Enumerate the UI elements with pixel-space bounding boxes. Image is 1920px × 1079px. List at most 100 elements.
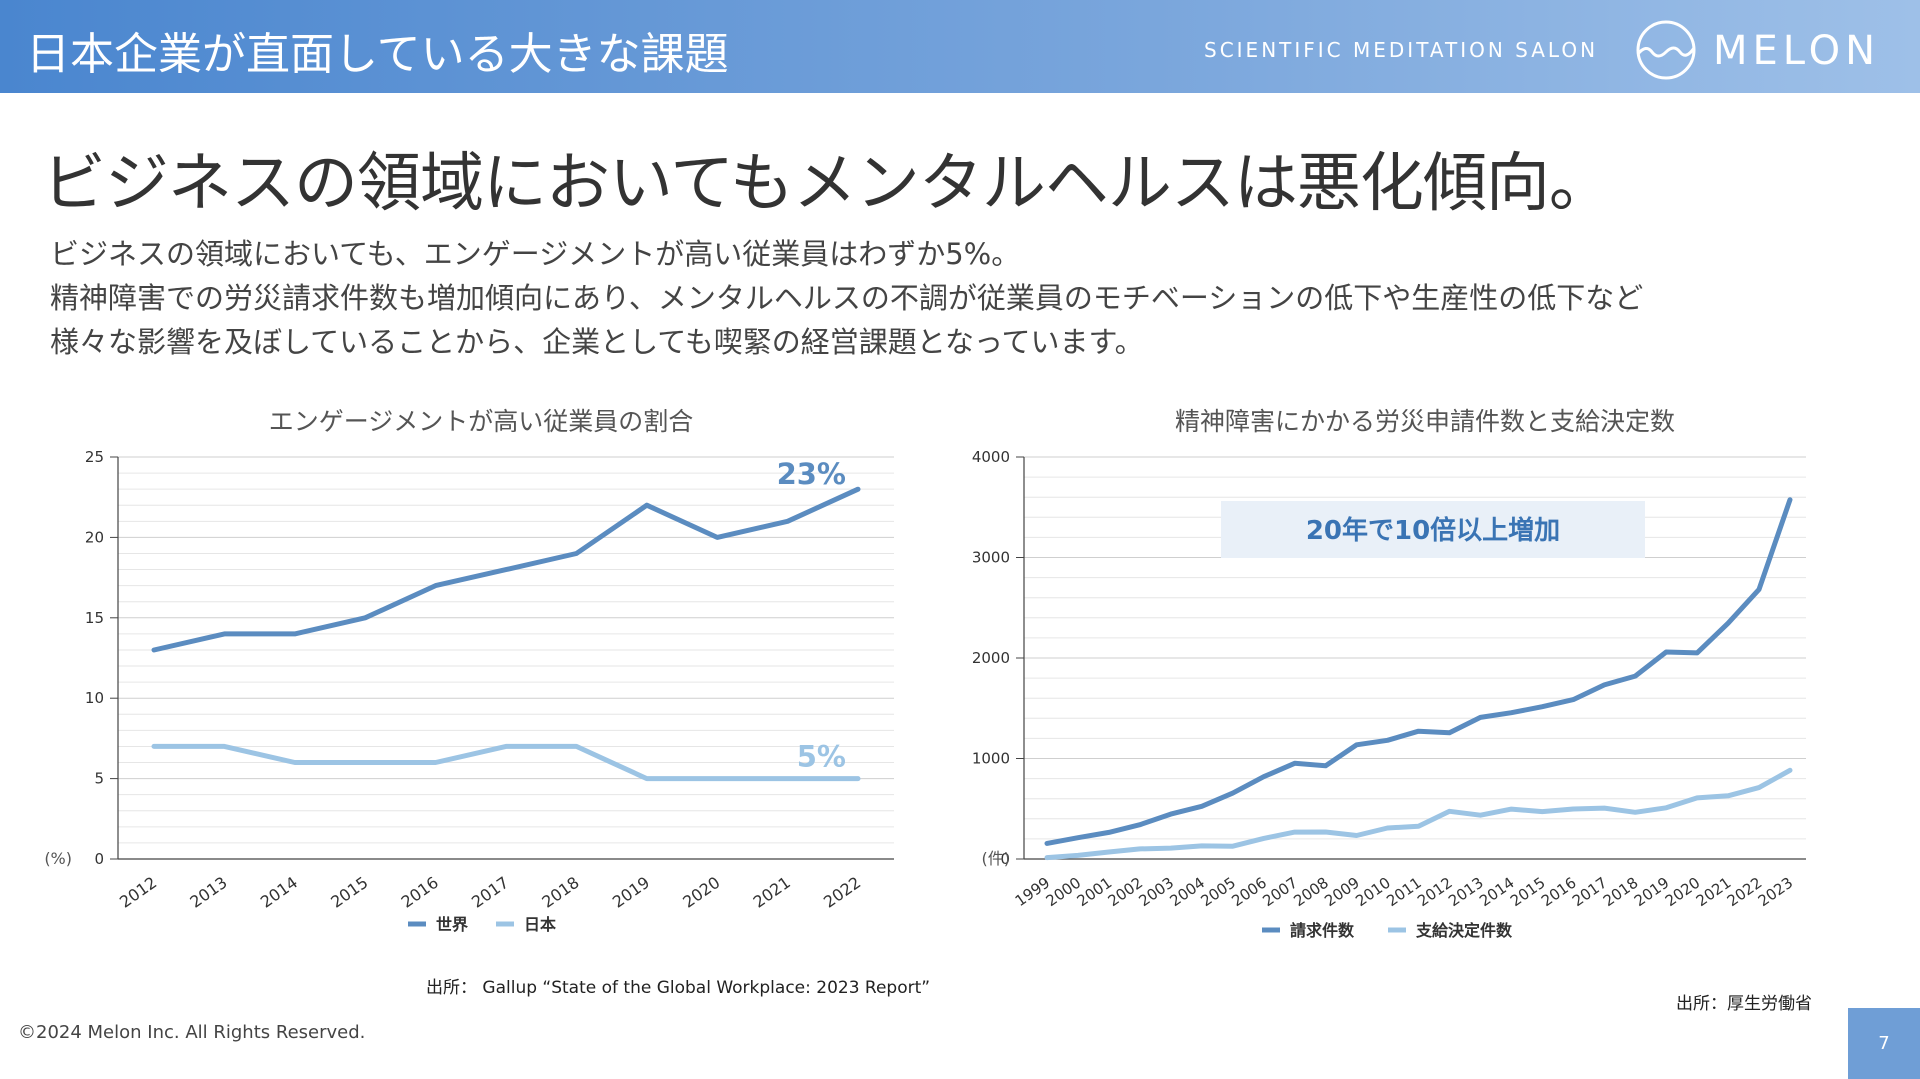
y-tick-label: 15 (85, 609, 104, 627)
x-tick-label: 2016 (398, 873, 442, 912)
y-axis-unit-label: (件) (982, 849, 1011, 868)
x-tick-label: 2020 (679, 873, 723, 912)
data-point (1200, 804, 1204, 808)
data-point (1726, 621, 1730, 625)
data-point (1447, 731, 1451, 735)
data-point (1045, 856, 1049, 860)
data-point (1231, 844, 1235, 848)
y-tick-label: 1000 (972, 750, 1010, 768)
data-point (1386, 738, 1390, 742)
data-point (1509, 807, 1513, 811)
data-point (1602, 683, 1606, 687)
data-point (1540, 810, 1544, 814)
data-point (1571, 807, 1575, 811)
workers-comp-chart: 精神障害にかかる労災申請件数と支給決定数 0 1000 2000 3000 4000 (件)… (972, 407, 1806, 940)
data-point (1107, 830, 1111, 834)
data-point (1417, 729, 1420, 733)
data-point (1478, 715, 1482, 719)
callout-text: 20年で10倍以上増加 (1306, 515, 1560, 546)
data-point (1571, 698, 1575, 702)
chart-title: エンゲージメントが高い従業員の割合 (269, 407, 694, 436)
engagement-chart: エンゲージメントが高い従業員の割合 0 5 10 15 20 25 (%) 2012 2013 20… (44, 407, 894, 934)
data-point (152, 648, 156, 652)
data-point (1076, 836, 1080, 840)
series-end-label: 5% (797, 740, 846, 774)
x-tick-label: 2019 (609, 873, 653, 912)
data-point (1695, 651, 1699, 655)
source-note-mhlw: 出所：厚生労働省 (1676, 994, 1812, 1014)
data-point (222, 744, 226, 748)
data-point (715, 777, 719, 781)
x-tick-label: 2023 (1755, 874, 1797, 911)
data-point (1386, 826, 1390, 830)
data-point (504, 744, 508, 748)
data-point (1293, 830, 1297, 834)
legend-label: 支給決定件数 (1415, 921, 1513, 940)
data-point (434, 761, 438, 765)
data-point (1788, 498, 1792, 502)
series-line-2 (1044, 767, 1793, 861)
y-tick-label: 5 (94, 770, 104, 788)
data-point (1726, 794, 1730, 798)
data-point (856, 777, 860, 781)
data-point (1757, 587, 1761, 591)
header-bar: 日本企業が直面している大きな課題 SCIENTIFIC MEDITATION S… (0, 0, 1920, 93)
data-point (293, 761, 297, 765)
body-paragraph: ビジネスの領域においても、エンゲージメントが高い従業員はわずか5%。 精神障害で… (50, 232, 1870, 364)
data-point (1076, 853, 1080, 857)
data-point (1169, 812, 1173, 816)
data-point (786, 777, 790, 781)
x-tick-label: 2015 (327, 873, 371, 912)
page-number: 7 (1848, 1008, 1920, 1079)
data-point (856, 487, 860, 491)
data-point (645, 503, 649, 507)
data-point (786, 519, 790, 523)
legend-label: 請求件数 (1290, 921, 1355, 940)
y-axis-unit-label: (%) (44, 849, 72, 868)
data-point (1355, 743, 1359, 747)
y-tick-label: 10 (85, 689, 104, 707)
data-point (504, 568, 508, 572)
x-tick-label: 2021 (750, 873, 794, 912)
body-line: 様々な影響を及ぼしていることから、企業としても喫緊の経営課題となっています。 (50, 325, 1144, 359)
brand-logo-text: MELON (1713, 28, 1881, 74)
data-point (152, 744, 156, 748)
x-tick-label: 2017 (468, 873, 512, 912)
data-point (222, 632, 226, 636)
source-note-gallup: 出所： Gallup “State of the Global Workplac… (426, 978, 931, 998)
data-point (1633, 810, 1637, 814)
data-point (1355, 833, 1359, 837)
data-point (1107, 850, 1111, 854)
y-tick-label: 2000 (972, 649, 1010, 667)
data-point (1509, 711, 1513, 715)
data-point (1633, 674, 1637, 678)
data-point (1293, 761, 1297, 765)
x-tick-label: 2018 (538, 873, 582, 912)
data-point (363, 761, 367, 765)
data-point (1200, 844, 1204, 848)
legend-label: 日本 (524, 915, 556, 934)
data-point (1324, 764, 1328, 768)
data-point (1664, 806, 1668, 810)
chart-title: 精神障害にかかる労災申請件数と支給決定数 (1175, 407, 1675, 436)
y-tick-label: 4000 (972, 448, 1010, 466)
data-point (1447, 809, 1451, 813)
data-point (1231, 791, 1235, 795)
data-point (1695, 796, 1699, 800)
data-point (1417, 824, 1420, 828)
copyright: ©2024 Melon Inc. All Rights Reserved. (18, 1022, 366, 1043)
data-point (1045, 841, 1049, 845)
y-tick-label: 3000 (972, 549, 1010, 567)
page-headline: ビジネスの領域においてもメンタルヘルスは悪化傾向。 (42, 147, 1613, 221)
data-point (363, 616, 367, 620)
data-point (1262, 836, 1266, 840)
data-point (574, 744, 578, 748)
data-point (1602, 806, 1606, 810)
data-point (293, 632, 297, 636)
x-tick-label: 2013 (186, 873, 230, 912)
x-tick-label: 2012 (116, 873, 160, 912)
legend-label: 世界 (436, 915, 468, 934)
data-point (1169, 846, 1173, 850)
x-tick-label: 2014 (257, 873, 301, 912)
y-tick-label: 20 (85, 528, 104, 546)
